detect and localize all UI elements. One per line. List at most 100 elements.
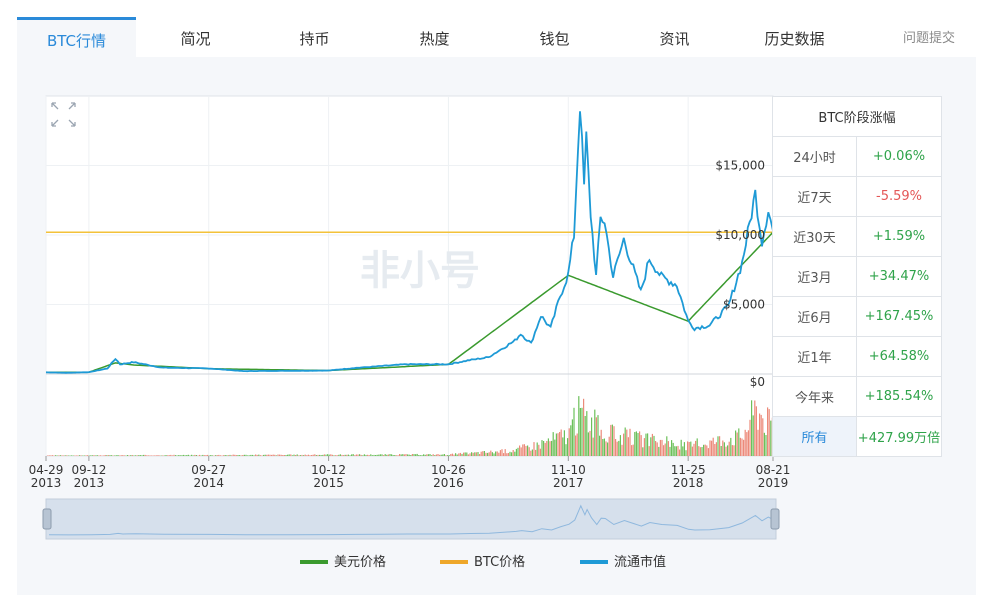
table-row[interactable]: 近7天 -5.59%	[772, 176, 942, 217]
volume-bar	[763, 432, 765, 456]
period-label[interactable]: 近30天	[772, 216, 857, 257]
period-label[interactable]: 今年来	[772, 376, 857, 417]
table-row[interactable]: 近30天 +1.59%	[772, 216, 942, 257]
volume-bar	[731, 445, 733, 456]
volume-bar	[693, 443, 695, 456]
volume-bar	[371, 455, 373, 456]
volume-bar	[419, 455, 421, 456]
period-label[interactable]: 近3月	[772, 256, 857, 297]
volume-bar	[63, 455, 65, 456]
table-row[interactable]: 今年来 +185.54%	[772, 376, 942, 417]
volume-bar	[279, 454, 281, 456]
tab-wallet[interactable]: 钱包	[539, 30, 570, 48]
period-label[interactable]: 所有	[772, 416, 857, 457]
volume-bar	[739, 437, 741, 456]
market-cap-line	[45, 111, 774, 374]
x-tick-label: 2013	[74, 476, 105, 490]
volume-bar	[541, 440, 543, 456]
x-axis-ticks: 04-29201309-12201309-27201410-12201510-2…	[29, 456, 790, 490]
volume-bar	[749, 419, 751, 456]
volume-bar	[701, 447, 703, 456]
tab-holders[interactable]: 持币	[299, 30, 330, 48]
plot-area	[45, 95, 774, 457]
fullscreen-expand-icon[interactable]	[51, 102, 76, 127]
volume-bar	[455, 453, 457, 456]
navigator-selection[interactable]	[45, 498, 777, 540]
volume-bar	[707, 448, 709, 456]
x-tick-label: 09-12	[71, 463, 106, 477]
period-label[interactable]: 近7天	[772, 176, 857, 217]
table-row[interactable]: 近6月 +167.45%	[772, 296, 942, 337]
volume-bar	[463, 452, 465, 456]
period-label[interactable]: 24小时	[772, 136, 857, 177]
price-change-title: BTC阶段涨幅	[772, 96, 942, 137]
volume-bar	[395, 455, 397, 456]
table-row[interactable]: 所有 +427.99万倍	[772, 416, 942, 457]
volume-bar	[674, 446, 676, 456]
tab-overview[interactable]: 简况	[180, 30, 211, 48]
volume-bar	[467, 454, 469, 456]
tab-history[interactable]: 历史数据	[764, 30, 825, 48]
tab-popularity[interactable]: 热度	[419, 30, 450, 48]
period-label[interactable]: 近6月	[772, 296, 857, 337]
volume-bar	[146, 455, 148, 456]
volume-bar	[451, 453, 453, 456]
table-row[interactable]: 近3月 +34.47%	[772, 256, 942, 297]
volume-bar	[117, 455, 119, 456]
volume-bar	[477, 452, 479, 456]
volume-bar	[427, 454, 429, 456]
volume-bar	[317, 454, 319, 456]
range-navigator[interactable]	[42, 498, 780, 540]
volume-bar	[493, 453, 495, 456]
volume-bar	[168, 455, 170, 456]
legend-market-cap[interactable]: 流通市值	[580, 553, 666, 573]
volume-bar	[109, 455, 111, 456]
volume-bar	[579, 408, 581, 456]
volume-bar	[642, 447, 644, 456]
volume-bar	[293, 454, 295, 456]
tab-news[interactable]: 资讯	[659, 30, 690, 48]
volume-bar	[157, 455, 159, 456]
legend-label: BTC价格	[474, 555, 526, 570]
report-issue-link[interactable]: 问题提交	[902, 31, 955, 46]
volume-bar	[247, 455, 249, 456]
volume-bar	[519, 445, 521, 456]
volume-bar	[178, 455, 180, 456]
period-label[interactable]: 近1年	[772, 336, 857, 377]
volume-bar	[453, 454, 455, 456]
volume-bar	[354, 455, 356, 456]
y-tick-label: $15,000	[715, 159, 765, 173]
volume-bar	[248, 455, 250, 456]
volume-bar	[303, 455, 305, 456]
legend-swatch	[580, 559, 608, 564]
tab-btc-market[interactable]: BTC行情	[17, 17, 136, 60]
volume-bar	[53, 455, 55, 456]
volume-bar	[584, 416, 586, 456]
volume-bar	[250, 454, 252, 456]
x-tick-label: 2016	[433, 476, 464, 490]
volume-bar	[127, 455, 129, 456]
volume-bar	[218, 454, 220, 456]
volume-bar	[91, 455, 93, 456]
table-row[interactable]: 近1年 +64.58%	[772, 336, 942, 377]
legend-usd-price[interactable]: 美元价格	[300, 553, 386, 573]
volume-bar	[367, 454, 369, 456]
navigator-right-handle[interactable]	[770, 508, 780, 530]
volume-bar	[306, 455, 308, 456]
legend-btc-price[interactable]: BTC价格	[440, 553, 525, 573]
volume-bar	[114, 455, 116, 456]
volume-bar	[594, 409, 596, 456]
volume-bar	[608, 436, 610, 456]
legend-swatch	[440, 559, 468, 564]
volume-bar	[735, 430, 737, 456]
table-row[interactable]: 24小时 +0.06%	[772, 136, 942, 177]
volume-bar	[315, 455, 317, 456]
volume-bar	[583, 398, 585, 456]
volume-bar	[106, 455, 108, 456]
volume-bar	[144, 454, 146, 456]
navigator-left-handle[interactable]	[42, 508, 52, 530]
volume-bar	[58, 455, 60, 456]
volume-bar	[285, 455, 287, 456]
volume-bar	[365, 454, 367, 456]
